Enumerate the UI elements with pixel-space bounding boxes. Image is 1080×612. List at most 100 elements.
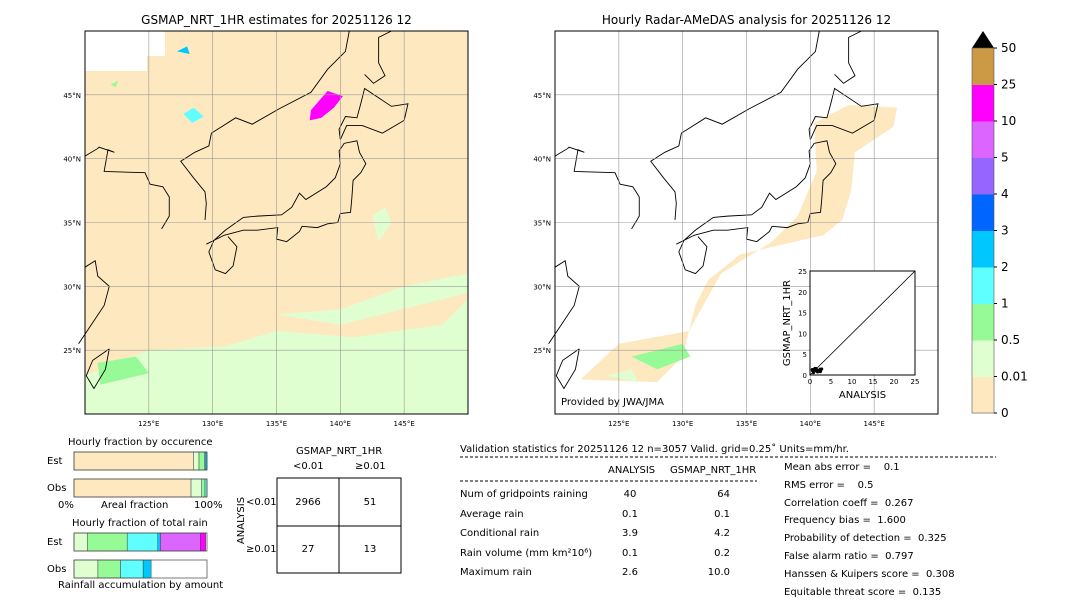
colorbar-label: 4 <box>1001 187 1009 201</box>
fraction-segment <box>87 533 127 551</box>
occ-obs-label: Obs <box>47 483 66 494</box>
fraction-segment <box>202 479 205 497</box>
colorbar-label: 10 <box>1001 114 1016 128</box>
left-map-axes <box>79 31 468 414</box>
scatter-x-tick: 20 <box>890 378 899 386</box>
scatter-ylabel: GSMAP_NRT_1HR <box>782 280 793 366</box>
occ-xlabel: Areal fraction <box>101 500 168 511</box>
score-line: Frequency bias = 1.600 <box>784 515 906 526</box>
cell-fp: 51 <box>339 497 401 508</box>
fraction-segment <box>127 533 158 551</box>
score-line: Correlation coeff = 0.267 <box>784 498 914 509</box>
colorbar-label: 1 <box>1001 297 1009 311</box>
scatter-point <box>815 368 818 371</box>
cell-tp: 13 <box>339 544 401 555</box>
lat-tick-label: 45°N <box>533 92 551 100</box>
colorbar-extend-arrow <box>972 31 994 48</box>
contingency-row-1: <0.01 <box>246 497 277 508</box>
stat-row-label: Num of gridpoints raining <box>460 489 588 500</box>
rain-obs-label: Obs <box>47 564 66 575</box>
colorbar-bin <box>972 267 994 304</box>
scatter-y-tick: 10 <box>798 330 807 338</box>
credit-text: Provided by JWA/JMA <box>561 397 664 408</box>
lon-tick-label: 140°E <box>330 420 351 428</box>
scatter-x-tick: 5 <box>829 378 833 386</box>
colorbar-bin <box>972 231 994 268</box>
colorbar-bin <box>972 48 994 85</box>
lon-tick-label: 140°E <box>800 420 821 428</box>
lon-tick-label: 135°E <box>266 420 287 428</box>
contingency-title: GSMAP_NRT_1HR <box>296 446 382 457</box>
lat-tick-label: 35°N <box>533 220 551 228</box>
scatter-x-tick: 0 <box>808 378 812 386</box>
contingency-col-2: ≥0.01 <box>355 461 386 472</box>
score-line: Equitable threat score = 0.135 <box>784 587 941 598</box>
colorbar-bin <box>972 304 994 341</box>
occ-est-label: Est <box>47 456 62 467</box>
scatter-y-tick: 0 <box>803 372 807 380</box>
rain-fraction-title: Hourly fraction of total rain <box>72 518 208 529</box>
colorbar-label: 0.5 <box>1001 333 1020 347</box>
stat-gsmap-value: 0.1 <box>680 509 730 520</box>
scatter-inset <box>810 271 915 375</box>
lat-tick-label: 35°N <box>63 220 81 228</box>
scatter-y-tick: 20 <box>798 289 807 297</box>
lat-tick-label: 30°N <box>533 283 551 291</box>
lon-tick-label: 145°E <box>394 420 415 428</box>
colorbar-bin <box>972 121 994 158</box>
lat-tick-label: 25°N <box>63 347 81 355</box>
lon-tick-label: 130°E <box>672 420 693 428</box>
colorbar-label: 50 <box>1001 41 1016 55</box>
scatter-y-tick: 5 <box>803 351 807 359</box>
fraction-segment <box>194 452 199 470</box>
fraction-segment <box>74 560 98 578</box>
lon-tick-label: 135°E <box>736 420 757 428</box>
fraction-segment <box>158 533 161 551</box>
lon-tick-label: 130°E <box>202 420 223 428</box>
score-line: False alarm ratio = 0.797 <box>784 551 914 562</box>
colorbar-label: 3 <box>1001 224 1009 238</box>
colorbar-label: 2 <box>1001 260 1009 274</box>
colorbar-label: 0 <box>1001 406 1009 420</box>
colorbar <box>972 31 997 414</box>
fraction-segment <box>200 533 205 551</box>
contingency-col-1: <0.01 <box>293 461 324 472</box>
score-line: Mean abs error = 0.1 <box>784 462 900 473</box>
fraction-segment <box>74 533 87 551</box>
scatter-y-tick: 25 <box>798 268 807 276</box>
stat-analysis-value: 0.1 <box>600 509 660 520</box>
cell-tn: 2966 <box>277 497 339 508</box>
lat-tick-label: 45°N <box>63 92 81 100</box>
rain-est-label: Est <box>47 537 62 548</box>
stat-row-label: Rain volume (mm km²10⁶) <box>460 548 592 559</box>
fraction-segment <box>121 560 144 578</box>
stats-col-analysis: ANALYSIS <box>608 465 655 476</box>
colorbar-label: 25 <box>1001 78 1016 92</box>
occ-100-tick: 100% <box>194 500 223 511</box>
rain-xlabel: Rainfall accumulation by amount <box>58 580 223 591</box>
stats-col-gsmap: GSMAP_NRT_1HR <box>670 465 756 476</box>
fraction-segment <box>74 479 191 497</box>
scatter-x-tick: 10 <box>848 378 857 386</box>
score-line: Probability of detection = 0.325 <box>784 533 947 544</box>
stat-row-label: Maximum rain <box>460 567 532 578</box>
lat-tick-label: 40°N <box>533 156 551 164</box>
contingency-row-2: ≥0.01 <box>246 544 277 555</box>
fraction-segment <box>143 560 151 578</box>
colorbar-bin <box>972 158 994 195</box>
fraction-segment <box>199 452 204 470</box>
scatter-x-tick: 25 <box>911 378 920 386</box>
scatter-y-tick: 15 <box>798 310 807 318</box>
lat-tick-label: 25°N <box>533 347 551 355</box>
stat-analysis-value: 2.6 <box>600 567 660 578</box>
stat-gsmap-value: 0.2 <box>680 548 730 559</box>
scatter-point <box>819 368 822 371</box>
lon-tick-label: 125°E <box>138 420 159 428</box>
score-line: RMS error = 0.5 <box>784 480 874 491</box>
colorbar-label: 0.01 <box>1001 370 1028 384</box>
lat-tick-label: 40°N <box>63 156 81 164</box>
stat-row-label: Conditional rain <box>460 528 539 539</box>
colorbar-label: 5 <box>1001 151 1009 165</box>
stat-gsmap-value: 64 <box>680 489 730 500</box>
